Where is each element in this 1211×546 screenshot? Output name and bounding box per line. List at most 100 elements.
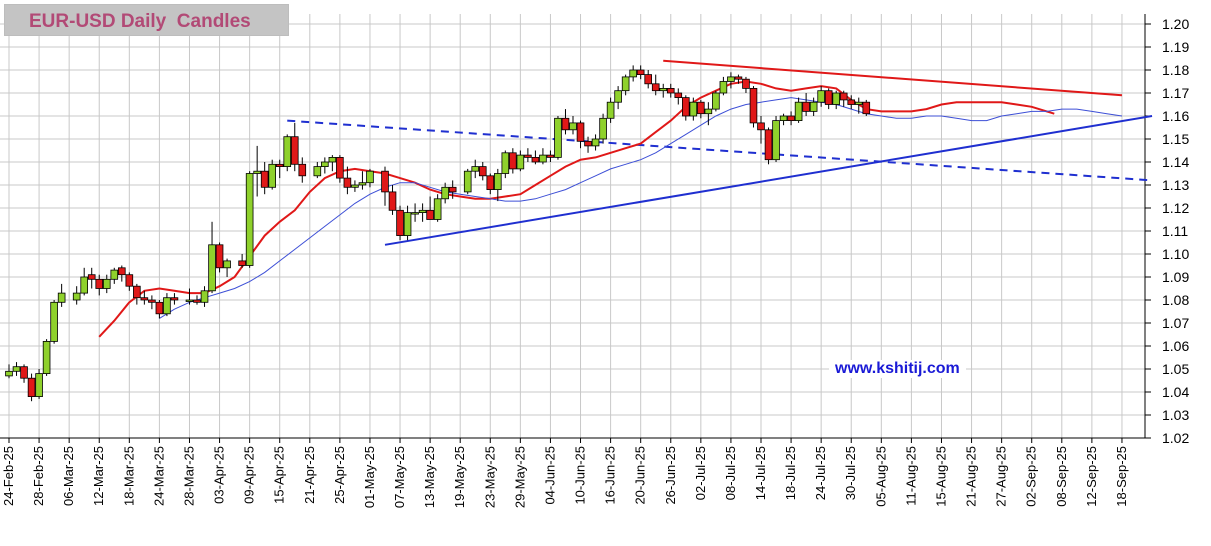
candle-up [411,203,419,222]
candle-body [223,260,231,269]
candle-up [621,74,630,96]
candle-body [629,69,637,78]
candle-body [772,120,780,161]
candle-up [328,155,337,172]
candle-body [463,170,472,193]
y-tick-label: 1.10 [1162,246,1189,262]
candle-down [118,265,126,282]
candle-up [80,267,89,296]
candle-body [501,152,510,174]
candle-up [832,90,840,110]
candle-down [674,88,683,105]
candle-body [802,101,810,112]
candle-up [772,116,780,162]
candle-body [42,340,51,374]
grid-lines [0,14,1145,439]
x-tick-label: 24-Jul-25 [813,446,828,500]
candle-body [275,163,284,168]
candle-up [358,171,367,190]
candle-body [824,90,833,105]
candle-body [674,92,683,98]
y-tick-label: 1.04 [1162,384,1189,400]
candle-body [148,299,156,303]
candle-body [208,244,216,292]
x-tick-label: 08-Sep-25 [1054,446,1069,507]
candle-down [87,267,96,289]
candle-down [275,159,284,179]
candle-body [411,212,419,215]
candle-down [734,74,743,84]
x-tick-label: 12-Sep-25 [1084,446,1099,507]
candle-up [659,83,668,98]
candle-down [584,136,592,153]
candle-up [554,116,562,160]
candle-body [163,297,171,315]
candle-up [516,150,525,172]
candle-up [794,97,803,123]
candle-body [809,101,818,112]
candle-body [155,301,164,315]
candle-body [832,92,840,105]
candle-up [727,72,735,89]
candle-up [208,221,216,294]
candle-body [539,154,547,163]
candle-body [268,163,276,188]
candle-down [133,283,141,305]
candle-body [170,297,179,301]
candle-up [200,286,209,307]
candle-down [448,180,457,199]
candle-down [193,295,201,305]
candle-up [809,97,818,116]
candle-down [682,95,690,121]
candle-down [764,127,773,165]
candle-down [290,122,299,172]
x-tick-label: 21-Aug-25 [964,446,979,507]
y-tick-label: 1.18 [1162,62,1189,78]
y-tick-label: 1.03 [1162,407,1189,423]
candle-body [584,140,592,147]
candle-down [546,150,555,162]
y-tick-label: 1.15 [1162,131,1189,147]
candle-up [712,90,720,112]
x-tick-label: 12-Mar-25 [91,446,106,506]
x-tick-label: 15-Apr-25 [272,446,287,504]
candle-body [509,152,517,170]
watermark-url: www.kshitij.com [829,360,966,378]
candle-body [471,166,480,172]
x-tick-label: 28-Feb-25 [31,446,46,506]
candle-body [358,182,367,186]
chart-title: EUR-USD Daily Candles [29,11,251,32]
candle-body [313,166,322,177]
x-tick-label: 02-Sep-25 [1024,446,1039,507]
y-tick-label: 1.07 [1162,315,1189,331]
candle-body [328,156,337,163]
candle-body [493,173,502,191]
candle-down [742,76,750,93]
candle-body [779,115,788,121]
candle-down [426,196,434,220]
candle-body [644,74,652,85]
candle-up [283,134,292,172]
candle-down [531,150,540,165]
candle-down [824,88,833,110]
candle-up [163,293,171,317]
x-tick-label: 19-May-25 [452,446,467,508]
candle-body [80,276,89,294]
candle-body [381,170,389,193]
candle-body [704,108,713,115]
y-tick-label: 1.11 [1162,223,1188,239]
candle-body [794,101,803,121]
y-tick-label: 1.20 [1162,16,1189,32]
candle-down [140,290,149,305]
candle-up [441,182,449,204]
x-tick-label: 27-Aug-25 [994,446,1009,507]
candle-body [5,370,13,377]
candle-body [727,76,735,82]
candle-down [839,90,848,107]
moving-averages [98,80,1123,338]
candle-body [321,161,329,167]
candle-down [509,148,517,174]
candle-down [343,166,352,195]
candle-body [260,170,269,188]
candle-down [787,111,795,126]
